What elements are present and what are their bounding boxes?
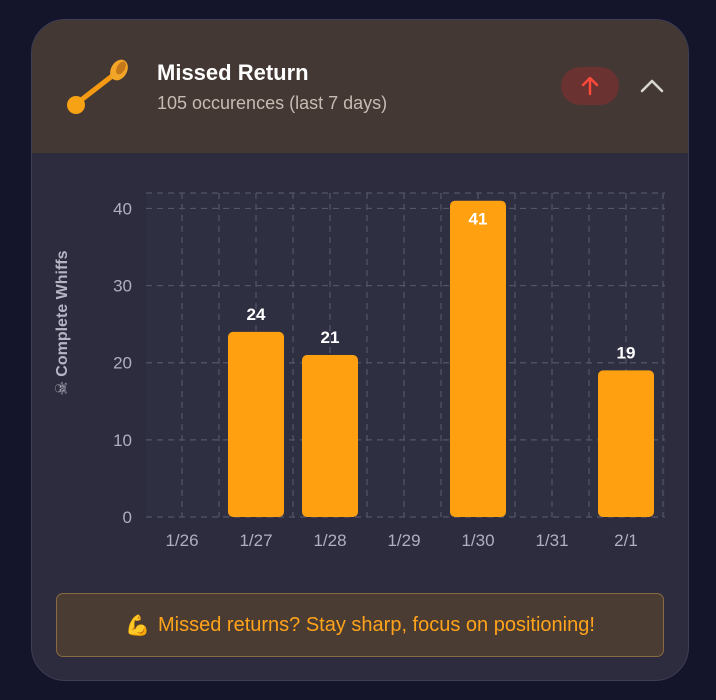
- bar: [302, 355, 358, 517]
- bar-data-label: 41: [469, 210, 488, 229]
- insight-card: Missed Return 105 occurences (last 7 day…: [31, 19, 689, 681]
- x-tick-label: 1/31: [535, 531, 568, 550]
- y-tick-label: 20: [113, 354, 132, 373]
- tip-banner: 💪 Missed returns? Stay sharp, focus on p…: [56, 593, 664, 657]
- x-tick-label: 1/28: [313, 531, 346, 550]
- y-axis-label: ☠ Complete Whiffs: [52, 250, 72, 395]
- arrow-up-icon: [581, 76, 599, 96]
- x-tick-label: 1/29: [387, 531, 420, 550]
- collapse-button[interactable]: [636, 70, 668, 102]
- trend-badge: [561, 67, 619, 105]
- x-tick-label: 1/26: [165, 531, 198, 550]
- x-tick-label: 1/30: [461, 531, 494, 550]
- x-tick-label: 2/1: [614, 531, 638, 550]
- bar: [228, 331, 284, 517]
- bar: [598, 370, 654, 517]
- chevron-up-icon: [640, 79, 664, 93]
- skull-icon: ☠: [54, 381, 71, 396]
- bar-data-label: 19: [617, 343, 636, 362]
- y-tick-label: 40: [113, 199, 132, 218]
- card-header[interactable]: Missed Return 105 occurences (last 7 day…: [32, 20, 688, 154]
- flexed-biceps-icon: 💪: [125, 614, 150, 637]
- bar-data-label: 21: [321, 328, 340, 347]
- y-tick-label: 10: [113, 431, 132, 450]
- bar-chart: 0 10 20 30 40 1/26 24 1/27 21 1/28 1/29 41 1/30 1/31 1…: [113, 192, 665, 550]
- bar-data-label: 24: [247, 305, 266, 324]
- x-tick-label: 1/27: [239, 531, 272, 550]
- y-tick-label: 0: [123, 508, 132, 527]
- tip-text: Missed returns? Stay sharp, focus on pos…: [158, 613, 595, 636]
- card-title: Missed Return: [157, 60, 309, 85]
- y-tick-label: 30: [113, 277, 132, 296]
- plot-background: [146, 193, 665, 517]
- racket-icon: [67, 59, 128, 114]
- card-subtitle: 105 occurences (last 7 days): [157, 93, 388, 113]
- bar: [450, 200, 506, 517]
- y-axis-label-text: Complete Whiffs: [54, 250, 71, 377]
